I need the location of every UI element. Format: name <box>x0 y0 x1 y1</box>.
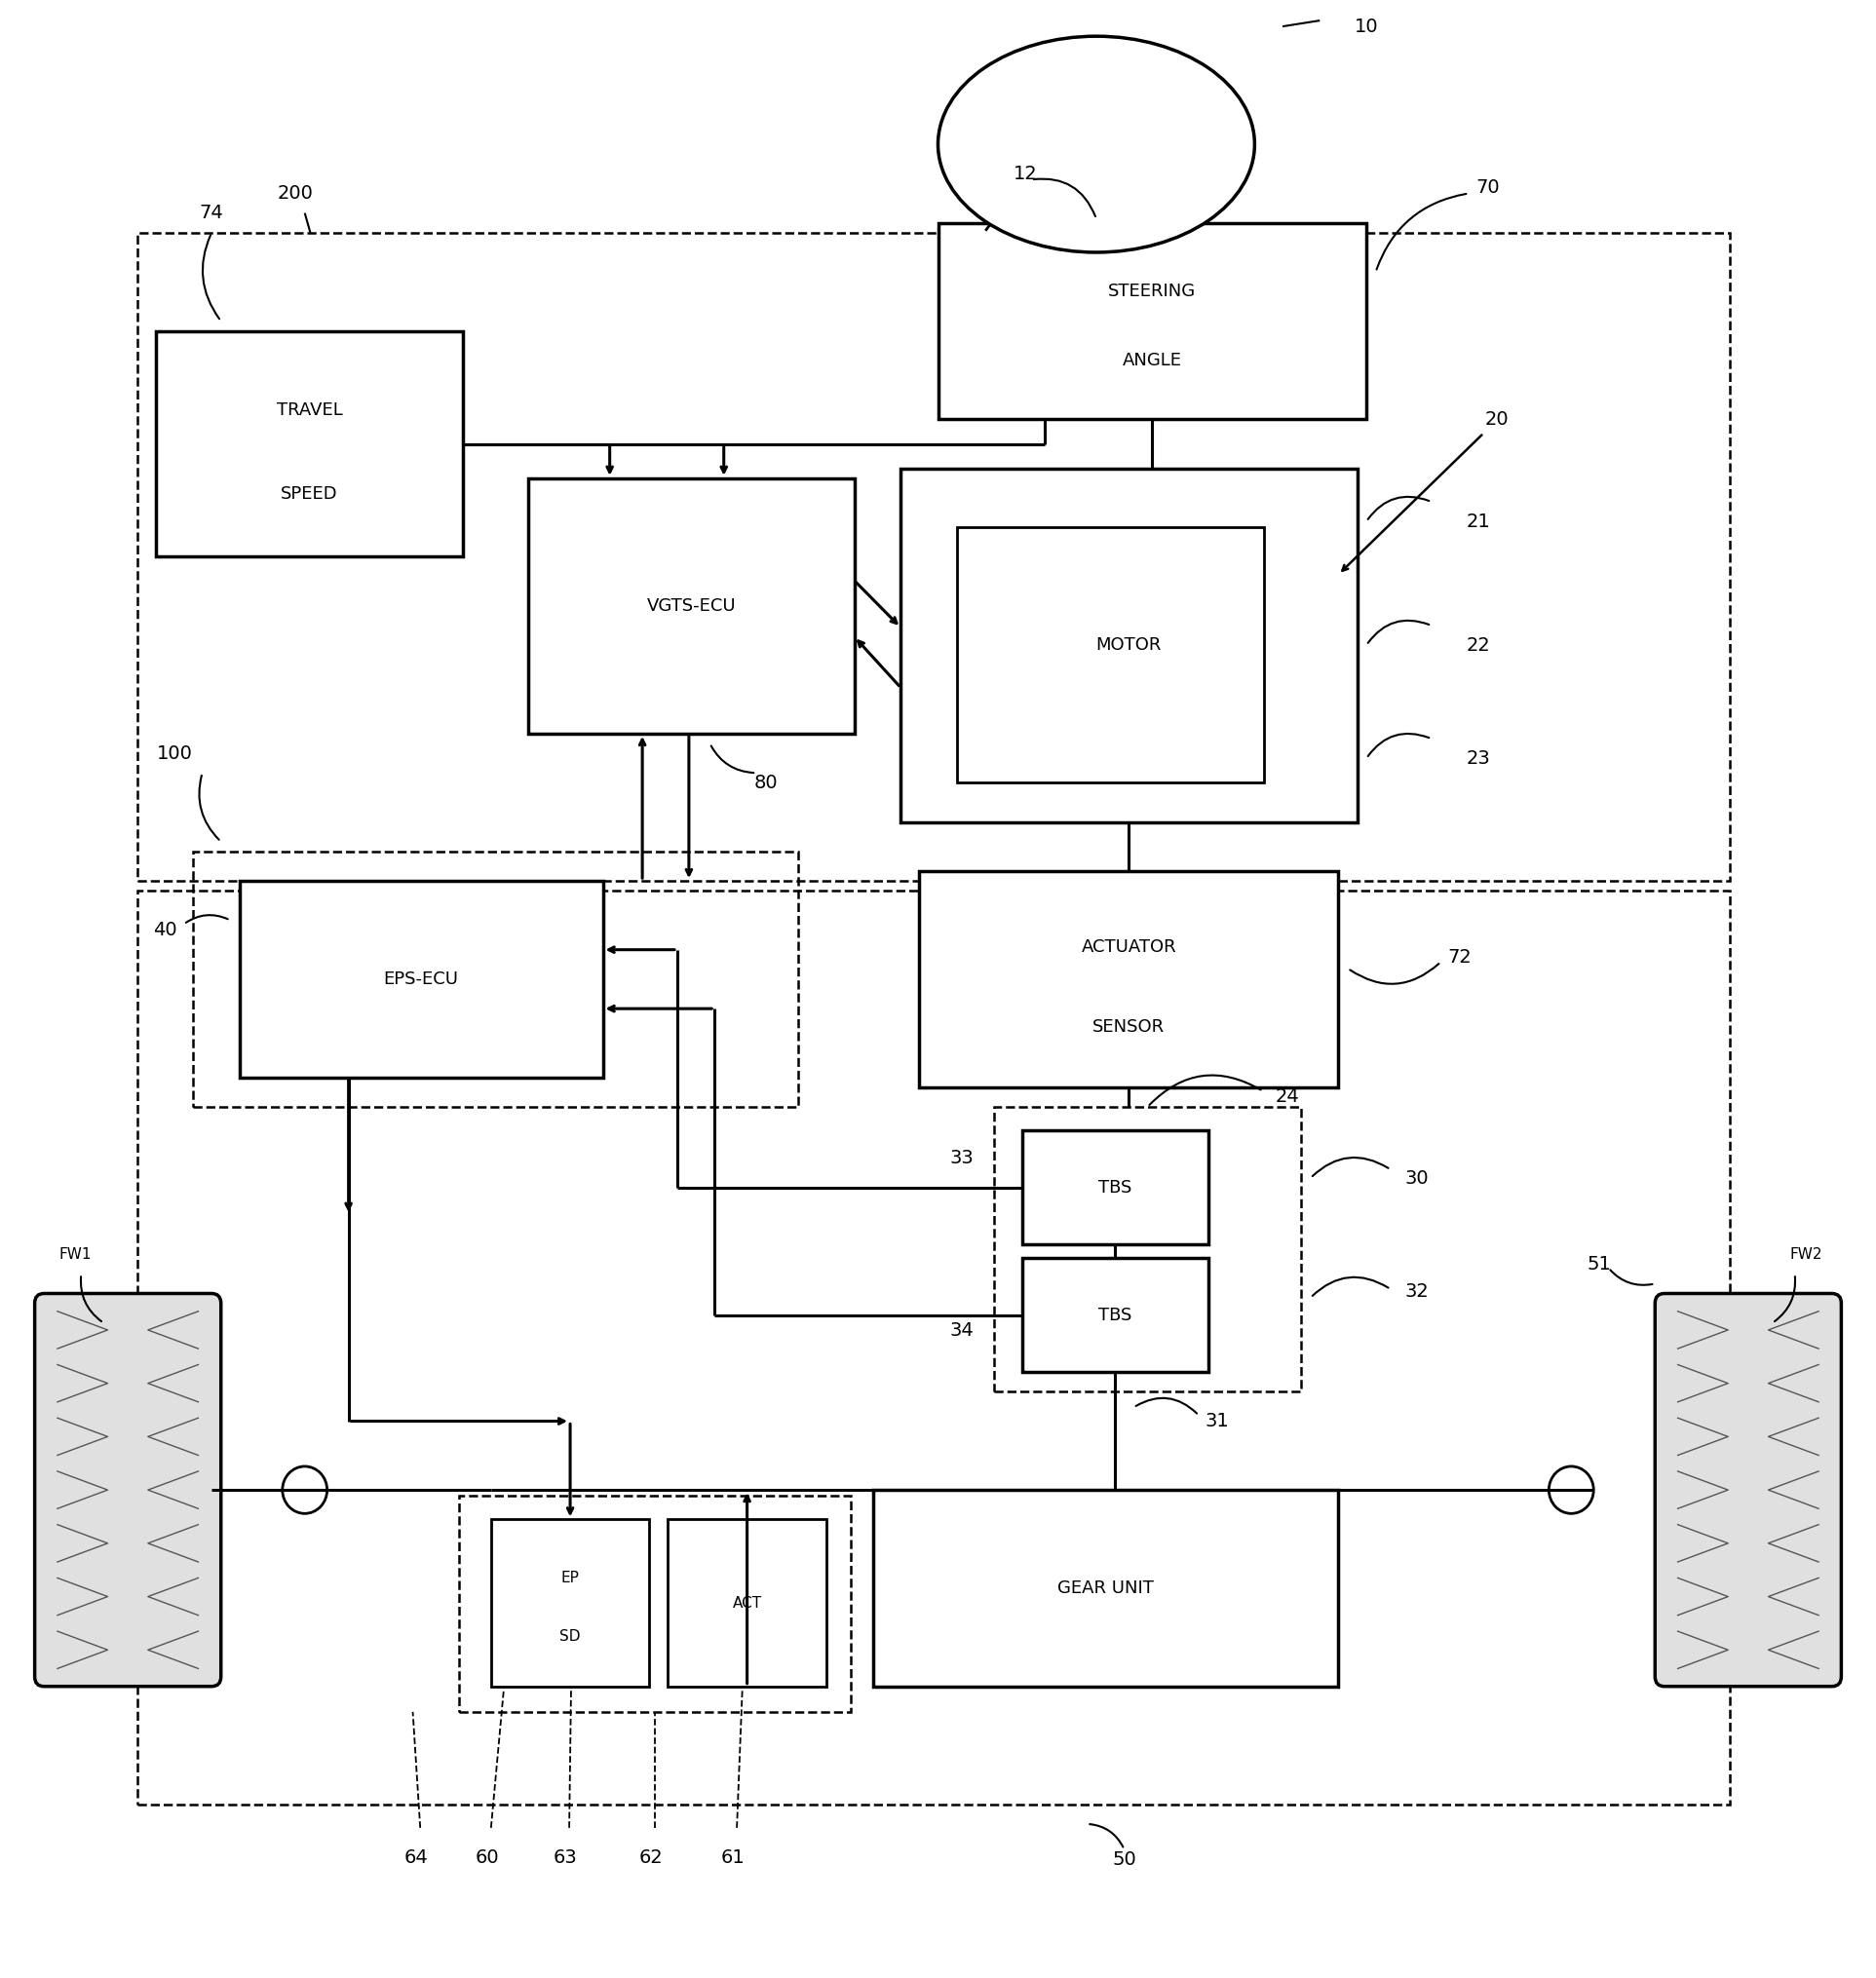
Text: GEAR UNIT: GEAR UNIT <box>1058 1578 1154 1596</box>
Text: TBS: TBS <box>1097 1179 1131 1197</box>
Text: 70: 70 <box>1475 178 1499 196</box>
Bar <box>1022 1258 1208 1373</box>
Text: 33: 33 <box>949 1149 974 1167</box>
Bar <box>994 1108 1302 1393</box>
Text: 200: 200 <box>278 184 313 202</box>
Text: 12: 12 <box>1013 164 1037 184</box>
Text: 40: 40 <box>154 922 176 940</box>
Text: 80: 80 <box>754 773 779 791</box>
Bar <box>900 469 1356 823</box>
Bar <box>919 870 1338 1088</box>
Text: TRAVEL: TRAVEL <box>276 402 343 419</box>
Bar <box>137 233 1730 880</box>
Bar <box>137 890 1730 1804</box>
FancyBboxPatch shape <box>1655 1294 1842 1687</box>
Text: SD: SD <box>559 1630 582 1644</box>
Ellipse shape <box>938 36 1255 253</box>
Text: 62: 62 <box>640 1847 664 1867</box>
Text: 30: 30 <box>1405 1169 1430 1187</box>
Text: 21: 21 <box>1465 512 1490 530</box>
Text: 51: 51 <box>1587 1254 1611 1274</box>
Text: 64: 64 <box>405 1847 428 1867</box>
Text: 60: 60 <box>475 1847 499 1867</box>
Text: EPS-ECU: EPS-ECU <box>385 971 460 987</box>
Text: EP: EP <box>561 1571 580 1584</box>
Text: 24: 24 <box>1276 1088 1300 1106</box>
Text: 61: 61 <box>720 1847 745 1867</box>
Text: SPEED: SPEED <box>281 485 338 502</box>
Text: 10: 10 <box>1354 18 1379 36</box>
Text: 34: 34 <box>949 1321 974 1339</box>
Text: ANGLE: ANGLE <box>1122 352 1182 370</box>
Text: 20: 20 <box>1484 409 1508 429</box>
Bar <box>957 528 1264 783</box>
Text: 50: 50 <box>1112 1849 1137 1869</box>
Bar <box>156 330 463 558</box>
Bar <box>1022 1131 1208 1244</box>
Text: FW2: FW2 <box>1790 1246 1823 1262</box>
FancyBboxPatch shape <box>34 1294 221 1687</box>
Text: 72: 72 <box>1448 947 1471 967</box>
Bar <box>240 880 602 1078</box>
Text: 100: 100 <box>156 744 193 764</box>
Text: STEERING: STEERING <box>1109 283 1197 301</box>
Text: 31: 31 <box>1204 1412 1229 1430</box>
Bar <box>938 224 1366 419</box>
Text: 63: 63 <box>553 1847 578 1867</box>
Text: ACTUATOR: ACTUATOR <box>1081 938 1176 955</box>
Text: SENSOR: SENSOR <box>1094 1019 1165 1036</box>
Text: FW1: FW1 <box>58 1246 92 1262</box>
Bar <box>492 1519 649 1687</box>
Bar <box>193 851 799 1108</box>
Bar <box>668 1519 825 1687</box>
Text: TBS: TBS <box>1097 1305 1131 1323</box>
Text: MOTOR: MOTOR <box>1096 637 1161 655</box>
Text: VGTS-ECU: VGTS-ECU <box>647 597 735 615</box>
Text: ACT: ACT <box>732 1596 762 1610</box>
Text: 22: 22 <box>1465 637 1490 655</box>
Text: 32: 32 <box>1405 1284 1430 1302</box>
Text: 74: 74 <box>199 204 223 222</box>
Bar <box>460 1495 850 1711</box>
Bar <box>872 1489 1338 1687</box>
Text: 23: 23 <box>1465 750 1490 767</box>
Bar <box>529 479 854 734</box>
